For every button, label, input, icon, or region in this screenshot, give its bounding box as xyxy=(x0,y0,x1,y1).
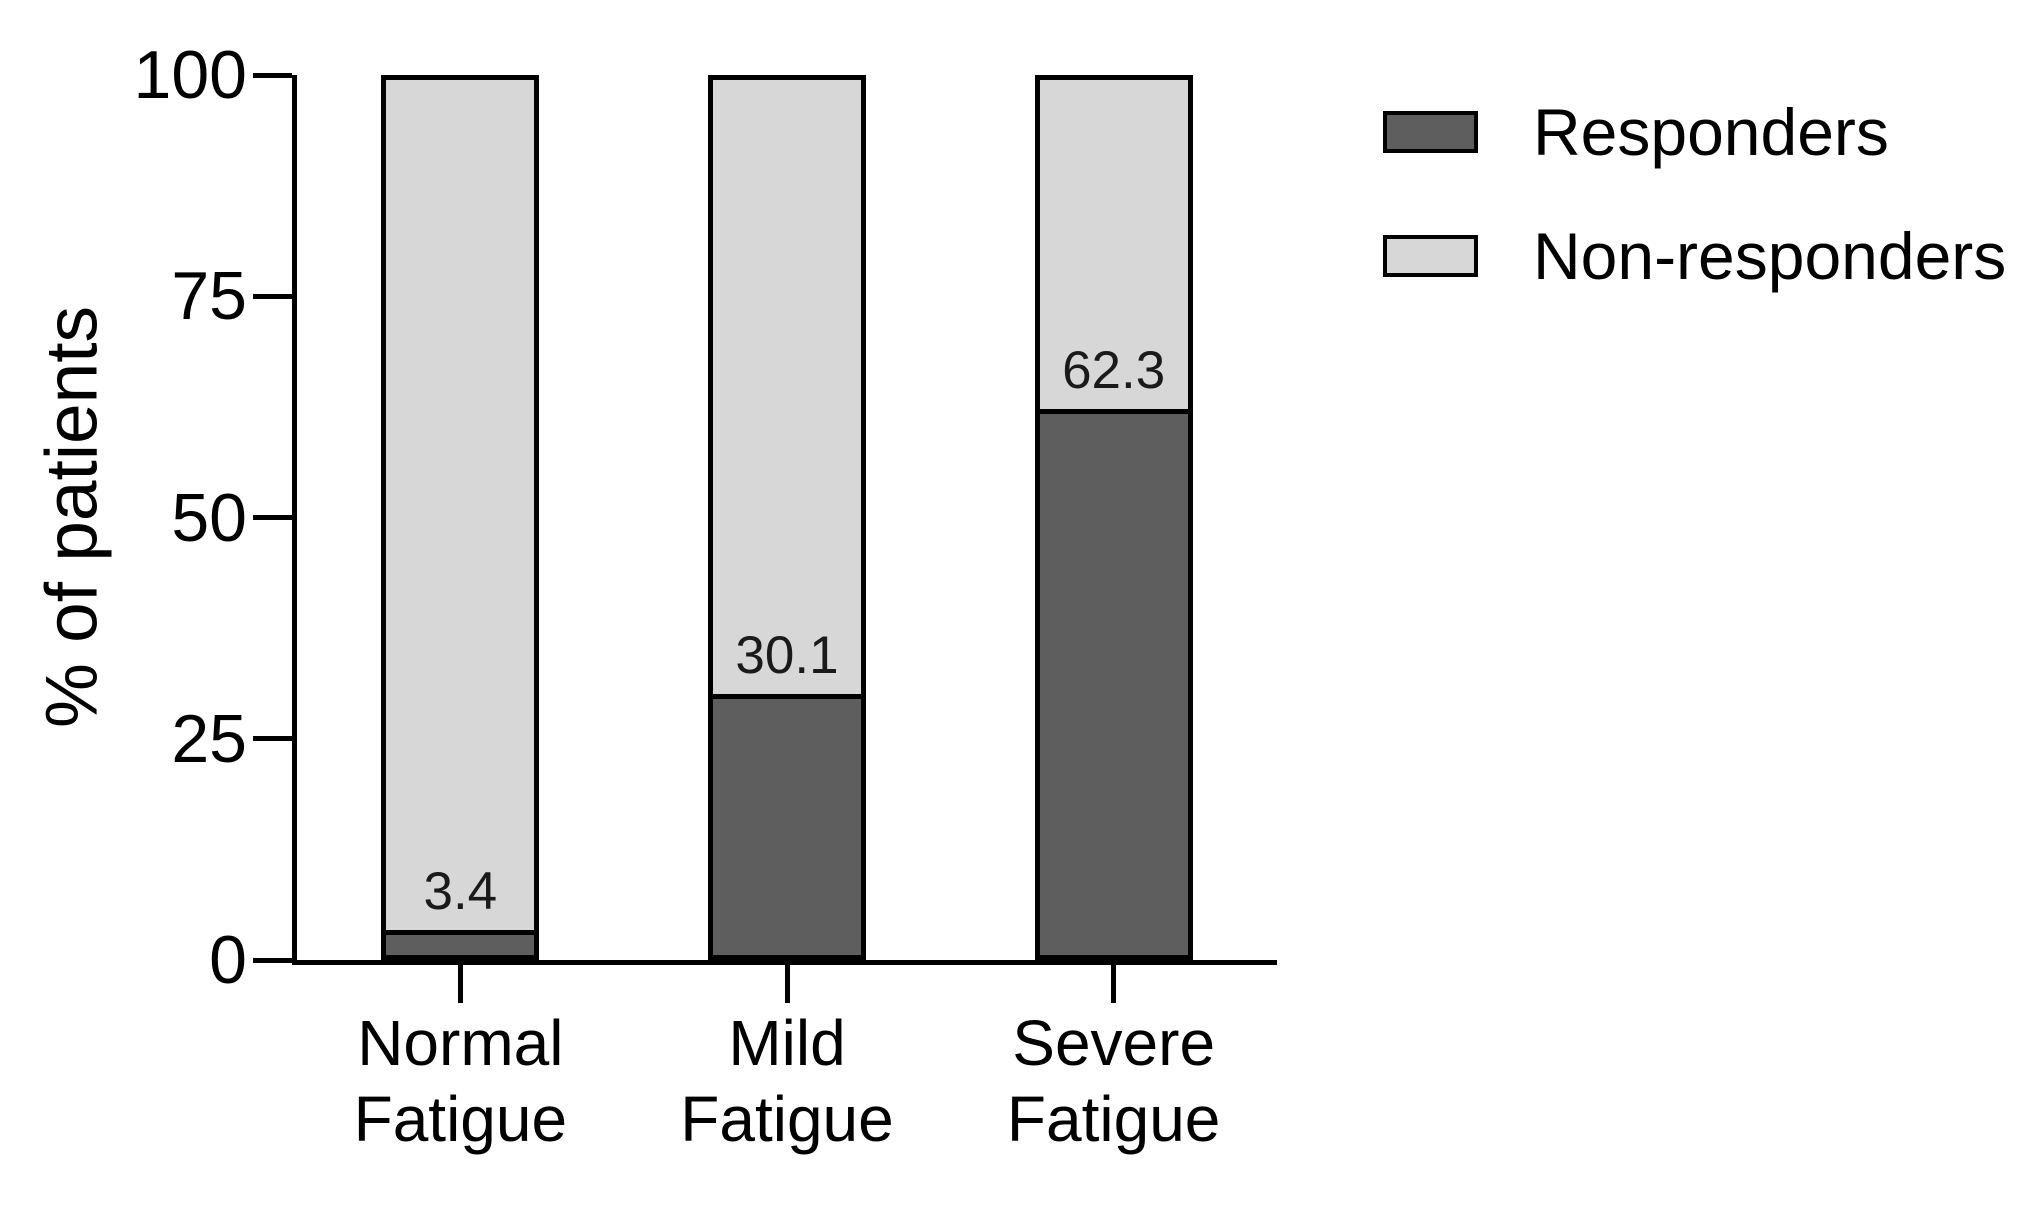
responders-value-label: 3.4 xyxy=(423,861,498,921)
x-category-label: Severe Fatigue xyxy=(1007,1005,1220,1157)
y-tick-label: 50 xyxy=(171,479,247,556)
y-tick-mark xyxy=(253,957,292,963)
x-category-label-line: Normal xyxy=(357,1007,564,1079)
y-tick-mark xyxy=(253,72,292,78)
y-tick-label: 100 xyxy=(133,37,247,113)
bar-segment-responders xyxy=(1039,408,1188,955)
x-category-label-line: Fatigue xyxy=(680,1083,894,1155)
x-category-label-line: Severe xyxy=(1012,1007,1216,1079)
x-category-label-line: Fatigue xyxy=(1006,1083,1221,1155)
bar-normal-fatigue xyxy=(381,75,540,960)
legend-swatch-responders xyxy=(1383,111,1478,153)
x-category-label-line: Mild xyxy=(728,1007,846,1079)
y-tick-label: 25 xyxy=(171,700,247,777)
y-tick-label: 75 xyxy=(171,258,247,335)
x-tick-mark xyxy=(784,960,790,1003)
legend-label-non-responders: Non-responders xyxy=(1533,219,2007,293)
x-category-label: Mild Fatigue xyxy=(680,1005,893,1157)
x-tick-mark xyxy=(1111,960,1117,1003)
y-tick-mark xyxy=(253,736,292,742)
bar-severe-fatigue xyxy=(1034,75,1193,960)
y-tick-mark xyxy=(253,293,292,299)
legend: Responders Non-responders xyxy=(1383,93,2006,295)
x-tick-mark xyxy=(457,960,463,1003)
plot-area: 0 25 50 75 100 3.4 Normal Fatigue 30.1 Mild Fatigu… xyxy=(134,39,1277,1155)
legend-item-non-responders: Non-responders xyxy=(1383,217,2006,295)
y-tick-mark xyxy=(253,515,292,520)
y-tick-label: 0 xyxy=(209,922,247,998)
x-category-label-line: Fatigue xyxy=(353,1083,568,1155)
responders-value-label: 30.1 xyxy=(735,625,839,685)
legend-swatch-non-responders xyxy=(1383,235,1478,277)
bar-segment-responders xyxy=(386,929,535,955)
legend-label-responders: Responders xyxy=(1533,95,1889,169)
legend-item-responders: Responders xyxy=(1383,93,2006,171)
responders-value-label: 62.3 xyxy=(1062,340,1166,400)
bar-mild-fatigue xyxy=(708,75,866,960)
x-category-label: Normal Fatigue xyxy=(354,1005,567,1157)
bar-segment-responders xyxy=(713,693,861,955)
